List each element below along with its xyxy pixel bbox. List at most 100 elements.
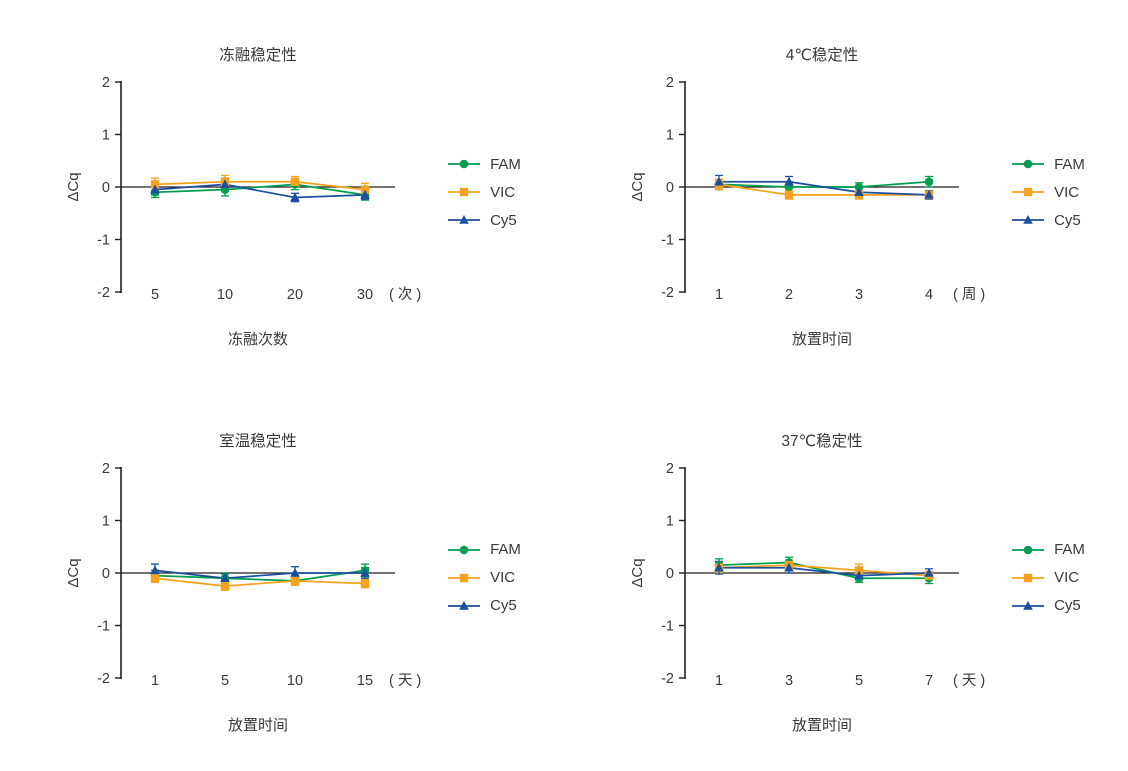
- series-line-cy5: [719, 180, 930, 196]
- chart-freeze-thaw-stability: 冻融稳定性 2 1 0 -1 -2 ΔCq 5 10 20 30( 次 ) 冻融次数 FAM VIC Cy…: [43, 34, 521, 356]
- legend-item-fam: FAM: [447, 156, 521, 173]
- legend-item-cy5: Cy5: [1011, 597, 1085, 614]
- square-marker-icon: [1012, 187, 1045, 197]
- legend-marker: [1023, 600, 1033, 610]
- series-marker-cy5: [714, 562, 724, 572]
- chart-cell-freeze-thaw: 冻融稳定性 2 1 0 -1 -2 ΔCq 5 10 20 30( 次 ) 冻融次数 FAM VIC Cy…: [0, 0, 564, 390]
- legend-marker: [1023, 545, 1033, 554]
- legend-item-vic: VIC: [1011, 569, 1085, 586]
- series-line-vic: [718, 183, 930, 196]
- y-tick-label: -2: [97, 285, 110, 301]
- x-axis-title: 放置时间: [792, 331, 852, 348]
- x-tick-label: 3: [785, 673, 793, 689]
- legend-marker: [1023, 159, 1033, 169]
- series-line-fam: [155, 569, 366, 582]
- series-marker-cy5: [220, 572, 230, 582]
- series-marker-vic: [360, 578, 370, 588]
- series-marker-fam: [854, 182, 864, 192]
- legend-label: VIC: [1054, 183, 1080, 201]
- chart-title: 冻融稳定性: [219, 46, 297, 64]
- x-tick-label: 15: [357, 673, 373, 689]
- chart-plot: 37℃稳定性 2 1 0 -1 -2 ΔCq 1 3 5 7 ( 天 ) 放置时间: [629, 432, 985, 734]
- x-tick-label: 5: [151, 287, 159, 303]
- series-marker-vic: [290, 177, 300, 186]
- legend-item-vic: VIC: [447, 569, 521, 586]
- legend-item-vic: VIC: [1011, 184, 1085, 201]
- series-marker-cy5: [290, 567, 300, 577]
- legend-item-vic: VIC: [447, 184, 521, 201]
- series-marker-cy5: [854, 570, 864, 579]
- y-tick-label: -1: [661, 618, 674, 634]
- series-marker-fam: [924, 177, 934, 187]
- triangle-marker-icon: [1012, 215, 1045, 224]
- x-tick-label: 5: [855, 673, 863, 689]
- circle-marker-icon: [1012, 545, 1045, 554]
- x-tick-label: 2: [785, 287, 793, 303]
- x-tick-label: 10: [287, 673, 303, 689]
- y-tick-label: 2: [102, 461, 110, 477]
- series-marker-vic: [220, 581, 230, 590]
- x-unit-label: ( 次 ): [389, 286, 421, 303]
- square-marker-icon: [1012, 573, 1045, 582]
- legend-label: FAM: [490, 155, 521, 173]
- legend-label: Cy5: [1054, 211, 1081, 229]
- series-marker-cy5: [784, 562, 794, 572]
- series-marker-vic: [150, 180, 160, 189]
- y-tick-label: 2: [102, 75, 110, 91]
- legend-item-cy5: Cy5: [447, 597, 521, 614]
- series-marker-cy5: [924, 189, 934, 199]
- square-marker-icon: [448, 573, 481, 582]
- y-axis-title: ΔCq: [65, 558, 82, 587]
- legend-label: FAM: [1054, 541, 1085, 558]
- y-tick-label: 2: [666, 461, 674, 477]
- legend-marker: [459, 600, 469, 610]
- x-axis-title: 冻融次数: [228, 330, 288, 348]
- series-marker-vic: [360, 185, 370, 194]
- series-marker-cy5: [220, 179, 230, 189]
- y-tick-label: -2: [661, 671, 674, 687]
- y-tick-label: 0: [102, 566, 110, 582]
- circle-marker-icon: [448, 545, 481, 554]
- legend-label: FAM: [1054, 155, 1085, 173]
- x-tick-label: 1: [715, 673, 723, 689]
- y-tick-label: -2: [97, 671, 110, 687]
- chart-room-temp-stability: 室温稳定性 2 1 0 -1 -2 ΔCq 1 5 10 15( 天 ) 放置时间 FAM VIC Cy5: [43, 420, 521, 742]
- circle-marker-icon: [1012, 159, 1045, 169]
- y-tick-label: 0: [102, 180, 110, 196]
- legend-marker: [459, 159, 469, 169]
- series-line-vic: [155, 180, 366, 191]
- x-tick-label: 4: [925, 287, 933, 303]
- triangle-marker-icon: [448, 215, 481, 224]
- series-marker-cy5: [290, 192, 300, 202]
- legend-label: VIC: [490, 183, 516, 201]
- chart-legend: FAM VIC Cy5: [447, 156, 521, 229]
- y-tick-label: -1: [661, 233, 674, 249]
- legend-marker: [1023, 215, 1033, 224]
- legend-label: FAM: [490, 541, 521, 558]
- y-tick-label: 2: [666, 75, 674, 91]
- series-marker-cy5: [360, 567, 370, 577]
- legend-marker: [459, 573, 469, 582]
- series-line-cy5: [719, 566, 930, 576]
- y-tick-label: 1: [102, 513, 110, 529]
- series-marker-cy5: [360, 189, 370, 199]
- legend-item-cy5: Cy5: [1011, 212, 1085, 229]
- triangle-marker-icon: [1012, 600, 1045, 610]
- series-line-vic: [719, 563, 930, 576]
- y-tick-label: 1: [102, 128, 110, 144]
- legend-marker: [1023, 573, 1033, 582]
- series-line-vic: [154, 576, 366, 587]
- series-line-cy5: [154, 569, 366, 579]
- legend-label: VIC: [490, 569, 516, 586]
- x-unit-label: ( 天 ): [953, 673, 985, 689]
- x-tick-label: 5: [221, 673, 229, 689]
- x-unit-label: ( 天 ): [389, 673, 421, 689]
- legend-item-fam: FAM: [1011, 541, 1085, 558]
- x-tick-label: 10: [217, 287, 233, 303]
- series-marker-vic: [784, 190, 794, 200]
- chart-cell-4c: 4℃稳定性 2 1 0 -1 -2 ΔCq 1 2 3 4 ( 周 ) 放置时间 FAM VIC Cy5: [564, 0, 1128, 390]
- legend-label: Cy5: [490, 597, 517, 614]
- series-marker-cy5: [854, 187, 864, 197]
